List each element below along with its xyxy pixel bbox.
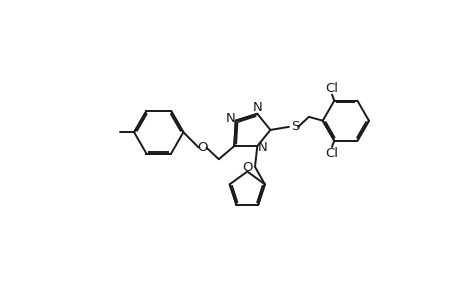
Text: S: S [290, 120, 298, 134]
Text: N: N [225, 112, 235, 125]
Text: O: O [197, 141, 207, 154]
Text: N: N [252, 101, 263, 114]
Text: Cl: Cl [325, 147, 338, 160]
Text: O: O [241, 161, 252, 174]
Text: Cl: Cl [325, 82, 338, 95]
Text: N: N [257, 141, 267, 154]
